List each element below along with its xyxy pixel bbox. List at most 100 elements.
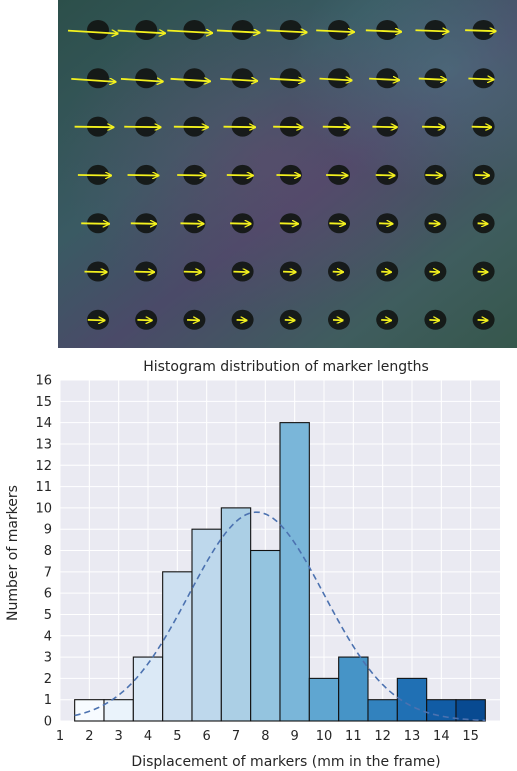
displacement-arrow	[77, 175, 112, 176]
displacement-arrow	[322, 127, 350, 128]
displacement-arrow	[226, 175, 253, 176]
marker-photo	[58, 0, 517, 348]
displacement-arrow	[216, 30, 260, 32]
marker-dot	[231, 20, 254, 40]
displacement-arrow	[81, 223, 109, 224]
y-tick-label: 4	[44, 629, 52, 644]
displacement-arrow	[170, 79, 211, 82]
displacement-arrow	[173, 127, 208, 128]
normal-fit-curve	[74, 511, 486, 722]
histogram-bar	[426, 699, 457, 722]
displacement-arrow	[422, 127, 444, 128]
y-tick-label: 6	[44, 587, 52, 602]
x-tick-label: 4	[144, 729, 152, 744]
y-tick-label: 14	[35, 416, 52, 431]
x-tick-label: 12	[374, 729, 391, 744]
histogram-bar	[455, 699, 486, 722]
displacement-arrow	[332, 320, 343, 321]
displacement-arrow	[130, 223, 157, 224]
displacement-arrow	[425, 175, 442, 176]
marker-dot	[183, 68, 206, 89]
marker-dot	[183, 20, 206, 40]
histogram-bar	[367, 699, 398, 722]
displacement-arrow	[379, 223, 393, 224]
displacement-arrow	[316, 30, 354, 32]
y-tick-label: 10	[35, 501, 52, 516]
histogram-bar	[162, 571, 193, 722]
x-tick-labels: 1 2 3 4 5 6 7 8 9 10 11 12 13 14 15	[56, 729, 479, 744]
displacement-arrow	[220, 79, 257, 81]
y-tick-label: 13	[35, 437, 52, 452]
x-tick-label: 1	[56, 729, 64, 744]
displacement-arrow	[369, 79, 399, 81]
displacement-arrow	[71, 79, 116, 82]
displacement-arrow	[375, 175, 395, 176]
y-tick-label: 8	[44, 544, 52, 559]
x-tick-label: 3	[115, 729, 123, 744]
displacement-arrow	[284, 320, 295, 321]
histogram-canvas: Histogram distribution of marker lengths…	[5, 359, 500, 770]
x-tick-label: 6	[203, 729, 211, 744]
histogram-bar	[220, 507, 252, 722]
chart-title: Histogram distribution of marker lengths	[143, 359, 429, 375]
displacement-arrow	[223, 127, 256, 128]
displacement-arrow	[127, 175, 159, 176]
x-tick-label: 7	[232, 729, 240, 744]
displacement-arrow	[468, 79, 493, 80]
x-tick-label: 10	[316, 729, 333, 744]
x-tick-label: 11	[345, 729, 362, 744]
histogram-bar	[132, 656, 164, 722]
displacement-arrow	[167, 31, 212, 34]
displacement-arrow	[415, 30, 448, 31]
marker-dot	[328, 68, 350, 89]
displacement-arrow	[471, 127, 492, 128]
marker-dot	[87, 20, 109, 40]
displacement-arrow	[319, 79, 353, 81]
histogram-bar	[279, 422, 310, 722]
y-tick-label: 2	[44, 672, 52, 687]
histogram-bar	[396, 677, 428, 722]
displacement-arrow	[67, 31, 118, 34]
displacement-arrow	[117, 31, 166, 34]
displacement-arrow	[230, 223, 251, 224]
histogram-bar	[191, 528, 222, 722]
displacement-arrow	[381, 320, 391, 321]
displacement-arrow	[428, 223, 440, 224]
displacement-arrow	[236, 320, 247, 321]
x-tick-label: 9	[291, 729, 299, 744]
marker-dot	[87, 68, 109, 89]
displacement-arrow	[120, 79, 163, 82]
x-axis-label: Displacement of markers (mm in the frame…	[131, 754, 440, 770]
displacement-arrow	[372, 127, 397, 128]
displacement-arrow	[418, 79, 447, 80]
displacement-arrow	[137, 320, 152, 321]
y-tick-label: 3	[44, 651, 52, 666]
x-tick-label: 2	[85, 729, 93, 744]
displacement-arrow	[269, 79, 305, 81]
histogram-bar	[338, 656, 369, 722]
displacement-arrow	[233, 272, 248, 273]
displacement-arrow	[87, 320, 105, 321]
y-tick-label: 7	[44, 565, 52, 580]
marker-dot	[376, 20, 399, 40]
x-tick-label: 8	[261, 729, 269, 744]
y-tick-label: 0	[44, 715, 52, 730]
marker-dot	[135, 20, 158, 40]
marker-dot	[279, 20, 302, 40]
displacement-arrow	[276, 175, 300, 176]
displacement-arrow	[429, 320, 439, 321]
histogram-bars	[74, 422, 486, 722]
marker-dot	[424, 20, 447, 40]
displacement-arrow	[183, 272, 202, 273]
y-tick-label: 9	[44, 523, 52, 538]
displacement-arrow	[326, 175, 348, 176]
y-tick-label: 1	[44, 693, 52, 708]
x-tick-label: 15	[462, 729, 479, 744]
marker-dot	[231, 68, 254, 89]
displacement-arrow	[283, 272, 296, 273]
y-tick-label: 16	[35, 374, 52, 389]
histogram-bar	[250, 549, 281, 722]
y-tick-label: 11	[35, 480, 52, 495]
marker-dot	[135, 68, 158, 89]
